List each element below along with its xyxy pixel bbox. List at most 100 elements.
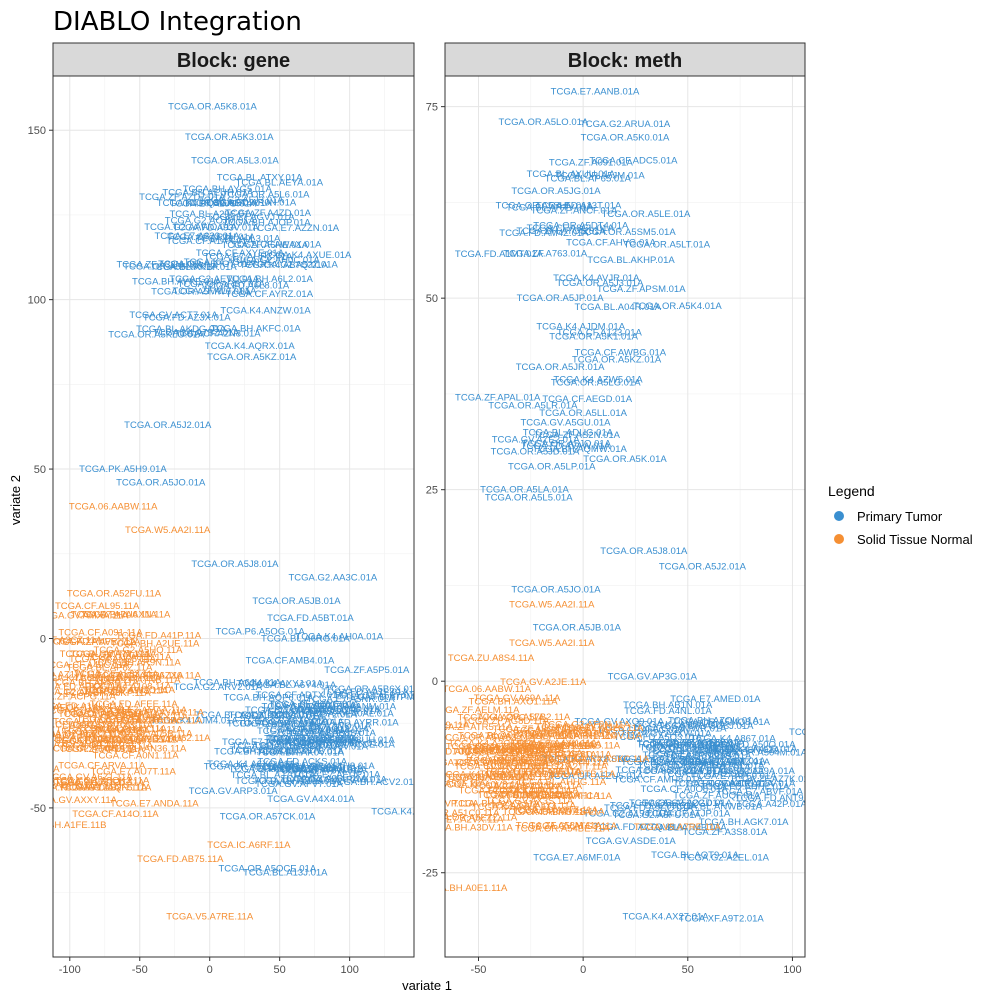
point-label: TCGA.OR.A5AZF.01A	[651, 737, 746, 748]
point-label: TCGA.E7.A5NR.01A	[307, 694, 396, 705]
point-label: TCGA.G2.ADPK.11A	[11, 780, 101, 791]
point-label: TCGA.BL.A087.11A	[458, 731, 543, 742]
point-label: TCGA.BH.ACV2.01A	[331, 777, 421, 788]
point-label: TCGA.G2.A5J3.01A	[198, 195, 284, 206]
point-label: TCGA.ZF.AKWC.01A	[269, 699, 360, 710]
point-label: TCGA.BH.A3DV.11A	[425, 823, 513, 834]
point-label: TCGA.E7.A7U6.11A	[71, 609, 158, 620]
point-label: TCGA.BH.AZOV.11A	[553, 730, 642, 741]
point-label: TCGA.GV.AQF9.11A	[83, 735, 172, 746]
point-label: TCGA.K4.A6XQ.01A	[207, 759, 296, 770]
point-label: TCGA.OR.A5LL.01A	[539, 408, 627, 419]
point-label: TCGA.GV.A74S.11A	[496, 748, 583, 759]
point-label: TCGA.CF.A6WV.11A	[473, 781, 562, 792]
point-label: TCGA.G2.AE0W.11A	[47, 744, 137, 755]
point-label: TCGA.CF.AOUK.01A	[230, 745, 320, 756]
point-label: TCGA.E7.A5TB.01A	[257, 746, 344, 757]
x-axis-title: variate 1	[402, 978, 452, 993]
point-label: TCGA.OR.A5HRK.01A	[287, 738, 385, 749]
point-label: TCGA.BH.AXO1.11A	[469, 697, 559, 708]
point-label: TCGA.FD.AHHL.01A	[700, 782, 790, 793]
point-label: TCGA.BL.AKHP.01A	[587, 255, 675, 266]
point-label: TCGA.OR.A57CK.01A	[220, 811, 316, 822]
point-label: TCGA.E7.ALFF.01A	[295, 706, 381, 717]
point-label: TCGA.ZF.AYNB.11A	[94, 675, 181, 686]
point-label: TCGA.BL.ATMB.01A	[638, 823, 727, 834]
point-label: TCGA.CF.A7YN.11A	[522, 758, 610, 769]
y-tick-label: 0	[432, 676, 438, 688]
point-label: TCGA.BH.AV83.01A	[256, 762, 344, 773]
point-label: TCGA.OR.A5K8.01A	[168, 101, 257, 112]
point-label: TCGA.GV.ATQ0.11A	[454, 761, 542, 772]
facet-strip	[52, 42, 415, 77]
point-label: TCGA.BL.A05B.11A	[107, 728, 193, 739]
point-label: TCGA.BL.A04R.01A	[574, 302, 661, 313]
x-tick-label: 0	[207, 964, 213, 976]
point-label: TCGA.OR.A52Q2.01A	[629, 798, 725, 809]
point-label: TCGA.E7.AR1B.01A	[648, 741, 736, 752]
point-label: TCGA.ZF.AWZ7.01A	[256, 717, 344, 728]
point-label: TCGA.K4.ATPT.11A	[487, 786, 572, 797]
point-label: TCGA.OR.A5OCE.01A	[218, 863, 316, 874]
point-label: TCGA.OR.A5B6X.01A	[325, 684, 421, 695]
point-label: TCGA.G2.AONP.01A	[264, 738, 354, 749]
point-label: TCGA.OR.A5JO.01A	[116, 478, 206, 489]
point-label: TCGA.CF.AWAX.01A	[231, 240, 322, 251]
point-label: TCGA.E7.ABVF.01A	[716, 786, 803, 797]
point-label: TCGA.FD.AYAW.11A	[115, 707, 205, 718]
point-label: TCGA.BL.AWTM.11A	[60, 649, 151, 660]
point-label: TCGA.A42P.01A	[736, 799, 807, 810]
point-label: TCGA.BL.A6RG.01A	[261, 633, 350, 644]
x-tick-label: 0	[580, 964, 586, 976]
point-label: TCGA.K4.ARGV.11A	[440, 769, 529, 780]
point-label: TCGA.K4.AYLK.11A	[472, 802, 558, 813]
point-label: TCGA.ZF.A5P5.01A	[324, 665, 410, 676]
point-label: TCGA.CF.A86Q.11A	[26, 720, 113, 731]
point-label: TCGA.K4.AVF1.11A	[493, 785, 579, 796]
point-label: TCGA.BH.A6L2.01A	[226, 274, 313, 285]
point-label: TCGA.FD.ADK8.11A	[34, 682, 123, 693]
point-label: TCGA.OR.A5JM.01A	[555, 171, 645, 182]
y-tick-label: -25	[422, 868, 438, 880]
facet-strip-label: Block: meth	[568, 50, 682, 72]
point-label: TCGA.OR.A52FU.11A	[67, 589, 162, 600]
point-label: TCGA.K4.AXFC.11A	[525, 791, 613, 802]
point-label: TCGA.BH.A7WO.01A	[279, 721, 372, 732]
point-label: TCGA.OR.A5J3.01A	[556, 278, 644, 289]
point-label: TCGA.CF.AMH8.01A	[614, 775, 704, 786]
point-label: TCGA.ZF.APSM.01A	[597, 284, 686, 295]
point-label: TCGA.E7.AX38.11A	[93, 716, 179, 727]
point-label: TCGA.GV.AX60.11A	[492, 755, 579, 766]
point-label: TCGA.CF.A6ZH.11A	[446, 742, 533, 753]
point-label: TCGA.OR.A5OMN.01A	[640, 743, 740, 754]
point-label: TCGA.FD.AYRR.01A	[309, 718, 399, 729]
point-label: TCGA.BL.A9RE.01A	[621, 757, 709, 768]
point-labels: TCGA.BL.AYUU.01A TCGA.E7.AANB.01A TCGA.ZF.…	[425, 87, 886, 925]
point-label: TCGA.GV.A6K8.11A	[464, 753, 551, 764]
point-label: TCGA.ZF.APAL.01A	[455, 392, 541, 403]
point-label: TCGA.FD.A1MT.01A	[455, 249, 544, 260]
point-label: TCGA.BL.A4DT.01A	[270, 700, 357, 711]
point-label: TCGA.K4.A867.01A	[691, 733, 777, 744]
point-label: TCGA.XF.A9T2.01A	[679, 914, 765, 925]
point-label: TCGA.E7.A1MZ.01A	[682, 757, 771, 768]
point-label: TCGA.BL.ALDN.01A	[238, 719, 327, 730]
point-label: TCGA.GV.A9J3.11A	[83, 686, 169, 697]
point-label: TCGA.BL.AJ70.01A	[231, 770, 316, 781]
point-label: TCGA.K4.AEY9.11A	[509, 741, 596, 752]
point-label: TCGA.OR.A5ZUH.01A	[789, 727, 886, 738]
x-tick-label: -50	[471, 964, 487, 976]
point-label: TCGA.G2.AOSR.11A	[474, 742, 565, 753]
point-label: TCGA.GV.AXQ9.01A	[575, 716, 665, 727]
point-label: TCGA.GV.AMWR.01A	[632, 724, 727, 735]
point-label: TCGA.CF.AL63.11A	[74, 669, 159, 680]
point-label: TCGA.BH.AT9M.01A	[647, 746, 737, 757]
point-label: TCGA.GV.A818.11A	[86, 652, 172, 663]
point-label: TCGA.06.AABW.11A	[443, 684, 532, 695]
point-label: TCGA.BH.AKE7.11A	[467, 755, 556, 766]
point-label: TCGA.BH.A9JO.11A	[493, 790, 581, 801]
x-tick-label: -50	[132, 964, 148, 976]
point-label: TCGA.FD.AQF5.11A	[63, 782, 152, 793]
point-label: TCGA.G2.AH0C.01A	[231, 255, 321, 266]
point-label: TCGA.CF.AF6G.01A	[598, 725, 686, 736]
